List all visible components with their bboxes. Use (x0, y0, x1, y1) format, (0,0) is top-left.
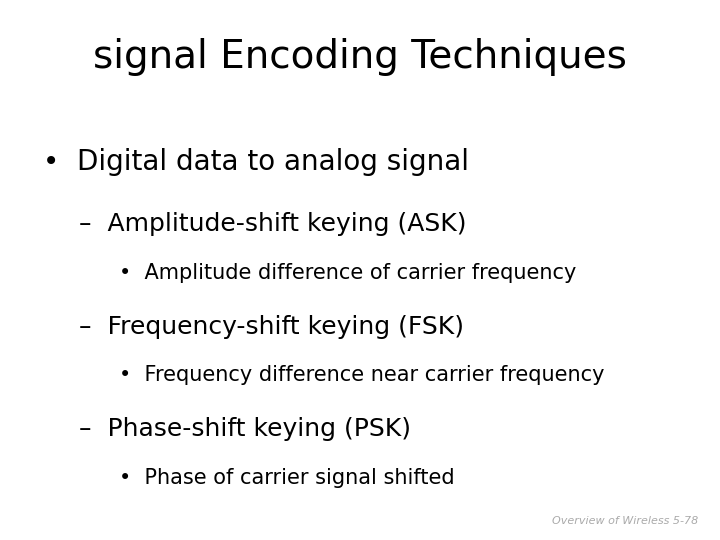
Text: •  Digital data to analog signal: • Digital data to analog signal (43, 148, 469, 176)
Text: –  Amplitude-shift keying (ASK): – Amplitude-shift keying (ASK) (79, 212, 467, 236)
Text: –  Frequency-shift keying (FSK): – Frequency-shift keying (FSK) (79, 315, 464, 339)
Text: •  Frequency difference near carrier frequency: • Frequency difference near carrier freq… (119, 365, 604, 386)
Text: •  Phase of carrier signal shifted: • Phase of carrier signal shifted (119, 468, 454, 488)
Text: Overview of Wireless 5-78: Overview of Wireless 5-78 (552, 516, 698, 526)
Text: –  Phase-shift keying (PSK): – Phase-shift keying (PSK) (79, 417, 411, 441)
Text: signal Encoding Techniques: signal Encoding Techniques (93, 38, 627, 76)
Text: •  Amplitude difference of carrier frequency: • Amplitude difference of carrier freque… (119, 262, 576, 283)
